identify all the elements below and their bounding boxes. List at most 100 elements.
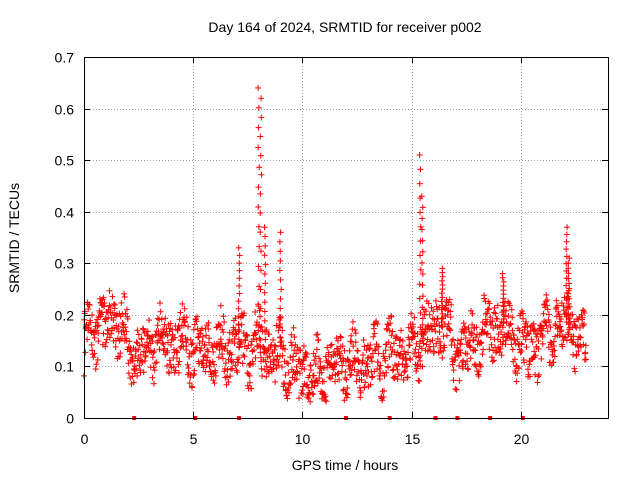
spike-point xyxy=(277,334,284,341)
y-tick-label: 0.5 xyxy=(55,153,75,169)
data-point xyxy=(80,372,87,379)
data-point xyxy=(570,333,577,340)
data-point xyxy=(293,376,300,383)
data-point xyxy=(272,343,279,350)
data-point xyxy=(204,354,211,361)
data-point xyxy=(234,369,241,376)
data-point xyxy=(456,362,463,369)
data-point xyxy=(290,353,297,360)
data-point xyxy=(421,311,428,318)
data-point xyxy=(509,346,516,353)
data-point xyxy=(211,380,218,387)
data-point xyxy=(473,324,480,331)
spike-point xyxy=(277,276,284,283)
data-point xyxy=(121,293,128,300)
data-point xyxy=(239,360,246,367)
data-point xyxy=(523,318,530,325)
data-point xyxy=(413,353,420,360)
data-point xyxy=(479,351,486,358)
data-point xyxy=(517,349,524,356)
spike-point xyxy=(565,270,572,277)
data-point xyxy=(276,314,283,321)
data-point xyxy=(394,376,401,383)
data-point xyxy=(124,315,131,322)
data-point xyxy=(346,347,353,354)
data-point xyxy=(263,373,270,380)
data-point xyxy=(355,368,362,375)
data-point xyxy=(221,318,228,325)
x-axis-label: GPS time / hours xyxy=(292,457,399,473)
data-point xyxy=(420,340,427,347)
data-point xyxy=(91,331,98,338)
data-point xyxy=(226,329,233,336)
data-point xyxy=(348,371,355,378)
data-point xyxy=(210,377,217,384)
data-point xyxy=(489,358,496,365)
data-point xyxy=(215,354,222,361)
data-point xyxy=(347,338,354,345)
data-point xyxy=(429,326,436,333)
data-point xyxy=(557,328,564,335)
data-point xyxy=(194,325,201,332)
data-point xyxy=(303,354,310,361)
data-point xyxy=(273,322,280,329)
data-point xyxy=(150,380,157,387)
data-point xyxy=(244,382,251,389)
data-point xyxy=(82,349,89,356)
data-point xyxy=(477,363,484,370)
data-point xyxy=(358,377,365,384)
spike-point xyxy=(262,280,269,287)
spike-point xyxy=(419,248,426,255)
data-point xyxy=(373,318,380,325)
data-point xyxy=(130,379,137,386)
data-point xyxy=(457,341,464,348)
spike-point xyxy=(439,294,446,301)
data-point xyxy=(407,356,414,363)
data-point xyxy=(503,319,510,326)
data-point xyxy=(225,340,232,347)
data-point xyxy=(335,337,342,344)
data-point xyxy=(323,398,330,405)
y-tick-label: 0.2 xyxy=(55,308,75,324)
spike-point xyxy=(418,226,425,233)
data-point xyxy=(182,319,189,326)
spike-point xyxy=(418,193,425,200)
data-point xyxy=(571,321,578,328)
spike-point xyxy=(255,84,262,91)
data-point xyxy=(219,326,226,333)
data-point xyxy=(156,346,163,353)
data-point xyxy=(205,325,212,332)
spike-point xyxy=(419,282,426,289)
data-point xyxy=(457,349,464,356)
data-point xyxy=(342,369,349,376)
data-point xyxy=(140,369,147,376)
spike-point xyxy=(258,114,265,121)
data-point xyxy=(507,321,514,328)
data-point xyxy=(177,344,184,351)
spike-point xyxy=(563,311,570,318)
data-point xyxy=(547,324,554,331)
data-point xyxy=(174,349,181,356)
data-point xyxy=(582,349,589,356)
data-point xyxy=(339,362,346,369)
axis-ticks xyxy=(84,57,608,419)
data-point xyxy=(374,320,381,327)
data-point xyxy=(390,340,397,347)
data-point xyxy=(132,353,139,360)
data-point xyxy=(468,330,475,337)
data-point xyxy=(311,382,318,389)
data-point xyxy=(167,361,174,368)
data-point xyxy=(360,352,367,359)
data-point xyxy=(290,324,297,331)
data-point xyxy=(413,340,420,347)
data-point xyxy=(198,325,205,332)
data-point xyxy=(397,352,404,359)
data-point xyxy=(316,375,323,382)
data-point xyxy=(281,381,288,388)
data-point xyxy=(235,354,242,361)
data-point xyxy=(203,362,210,369)
data-point xyxy=(115,323,122,330)
data-point xyxy=(385,339,392,346)
data-point xyxy=(188,341,195,348)
data-point xyxy=(518,341,525,348)
